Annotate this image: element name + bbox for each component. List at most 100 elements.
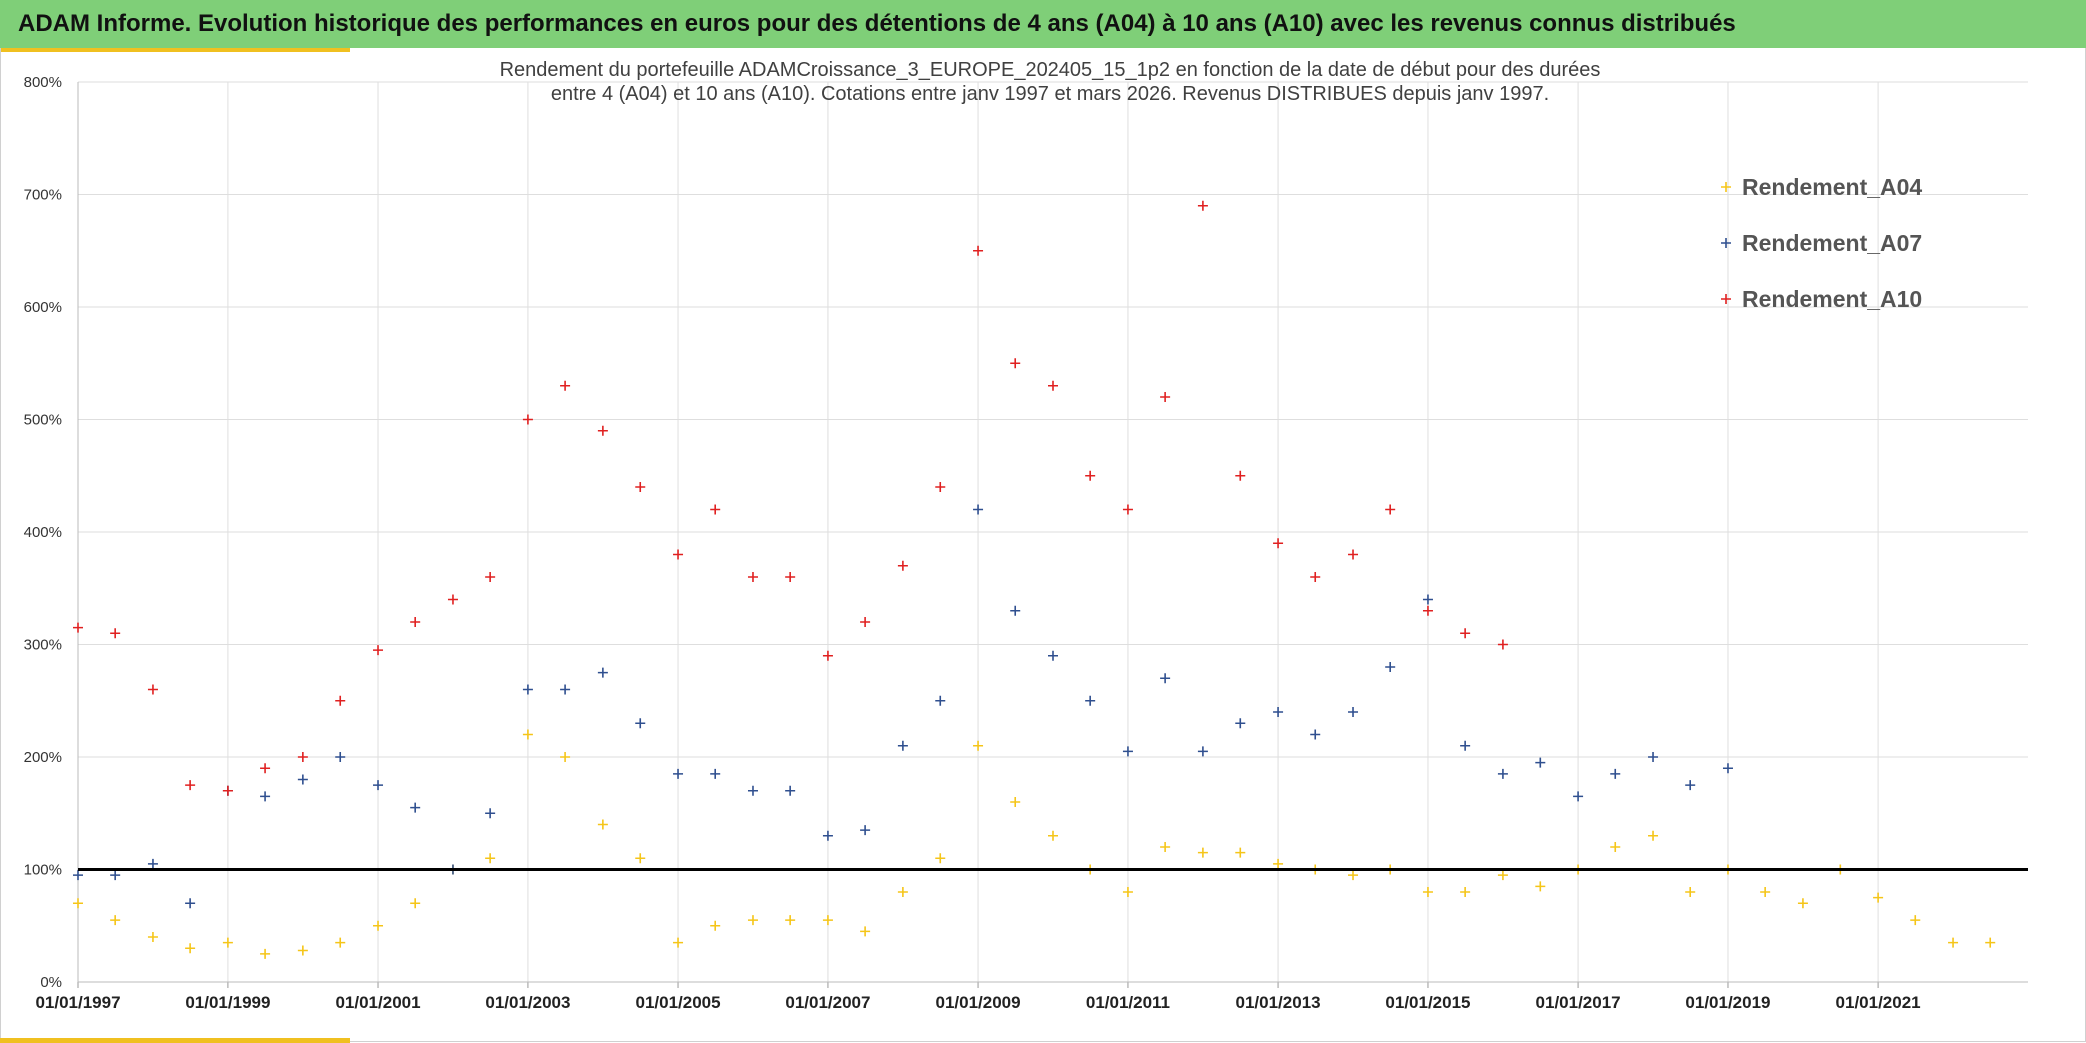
data-point	[1197, 746, 1208, 757]
data-point	[822, 650, 833, 661]
x-tick-label: 01/01/2001	[335, 993, 420, 1012]
x-tick-label: 01/01/2003	[485, 993, 570, 1012]
data-point	[1648, 752, 1659, 762]
data-point	[710, 920, 721, 931]
data-point	[522, 414, 533, 425]
x-tick-label: 01/01/1999	[185, 993, 270, 1012]
banner-title: ADAM Informe. Evolution historique des p…	[18, 10, 1736, 37]
data-point	[373, 645, 384, 656]
data-point	[260, 763, 271, 774]
data-point	[185, 898, 196, 909]
data-point	[785, 572, 796, 582]
data-point	[222, 785, 233, 796]
data-point	[522, 729, 533, 740]
legend-marker	[1721, 294, 1731, 304]
x-tick-label: 01/01/2017	[1536, 993, 1621, 1012]
data-point	[785, 785, 796, 796]
data-point	[1048, 380, 1058, 391]
data-point	[1910, 915, 1921, 926]
data-point	[335, 752, 346, 762]
data-point	[897, 740, 908, 751]
x-tick-label: 01/01/2021	[1836, 993, 1921, 1012]
data-point	[560, 380, 571, 391]
accent-bar-top	[0, 48, 350, 52]
data-point	[1310, 572, 1321, 582]
legend-label: Rendement_A07	[1742, 230, 1922, 256]
data-point	[1160, 392, 1171, 402]
data-point	[1722, 763, 1733, 774]
data-point	[635, 718, 646, 729]
data-point	[635, 482, 646, 492]
data-point	[673, 549, 684, 560]
data-point	[1273, 707, 1284, 717]
y-tick-label: 500%	[24, 412, 62, 429]
data-point	[1610, 842, 1621, 852]
y-tick-label: 600%	[24, 299, 62, 316]
data-point	[410, 617, 421, 627]
legend: Rendement_A04 Rendement_A07 Rendement_A10	[1721, 174, 1922, 312]
data-point	[335, 695, 346, 706]
data-point	[822, 915, 833, 926]
data-point	[897, 560, 908, 571]
data-point	[747, 572, 758, 582]
data-point	[485, 853, 496, 864]
data-point	[485, 572, 496, 582]
data-point	[1685, 887, 1696, 897]
x-tick-label: 01/01/1997	[35, 993, 120, 1012]
data-point	[935, 482, 946, 492]
data-point	[1497, 768, 1508, 779]
data-point	[1048, 830, 1058, 841]
chart-title-line: Rendement du portefeuille ADAMCroissance…	[500, 59, 1601, 81]
data-point	[410, 898, 421, 909]
data-point	[147, 684, 158, 695]
data-point	[147, 858, 158, 869]
accent-bar-bottom	[0, 1038, 350, 1043]
legend-marker	[1721, 238, 1731, 248]
data-point	[260, 791, 271, 802]
data-point	[1422, 605, 1433, 616]
data-point	[1273, 538, 1284, 549]
legend-marker	[1721, 182, 1731, 192]
y-tick-label: 400%	[24, 524, 62, 541]
data-point	[1460, 740, 1471, 751]
legend-item: Rendement_A04	[1721, 174, 1922, 200]
data-point	[935, 695, 946, 706]
data-point	[1197, 200, 1208, 211]
data-point	[485, 808, 496, 819]
data-point	[297, 945, 308, 956]
data-point	[1085, 470, 1096, 481]
data-point	[1273, 858, 1284, 869]
data-point	[110, 870, 121, 881]
data-point	[785, 915, 796, 926]
data-point	[1235, 847, 1246, 858]
data-point	[1160, 842, 1171, 852]
data-point	[1422, 887, 1433, 897]
data-point	[1497, 639, 1508, 650]
data-point	[373, 780, 384, 791]
data-point	[110, 628, 121, 639]
data-point	[935, 853, 946, 864]
data-point	[597, 819, 608, 830]
performance-scatter-chart: 0% 100% 200% 300% 400% 500% 600% 700% 800% 01/01/…	[24, 59, 2028, 1012]
x-tick-label: 01/01/2019	[1685, 993, 1770, 1012]
data-point	[1460, 628, 1471, 639]
data-point	[1348, 870, 1359, 881]
data-point	[1385, 662, 1396, 672]
data-point	[1460, 887, 1471, 897]
data-point	[1197, 847, 1208, 858]
data-point	[410, 802, 421, 813]
data-point	[1348, 707, 1359, 717]
x-tick-label: 01/01/2005	[635, 993, 720, 1012]
data-point	[973, 740, 984, 751]
axes: 0% 100% 200% 300% 400% 500% 600% 700% 800% 01/01/…	[24, 74, 2028, 1012]
data-point	[73, 898, 83, 909]
data-point	[73, 870, 83, 881]
chart-title-line: entre 4 (A04) et 10 ans (A10). Cotations…	[551, 83, 1549, 105]
data-point	[1985, 937, 1996, 948]
data-point	[973, 504, 984, 515]
data-point	[747, 785, 758, 796]
title-banner: ADAM Informe. Evolution historique des p…	[0, 0, 2086, 48]
y-tick-label: 800%	[24, 74, 62, 91]
data-point	[297, 752, 308, 762]
data-point	[1948, 937, 1959, 948]
